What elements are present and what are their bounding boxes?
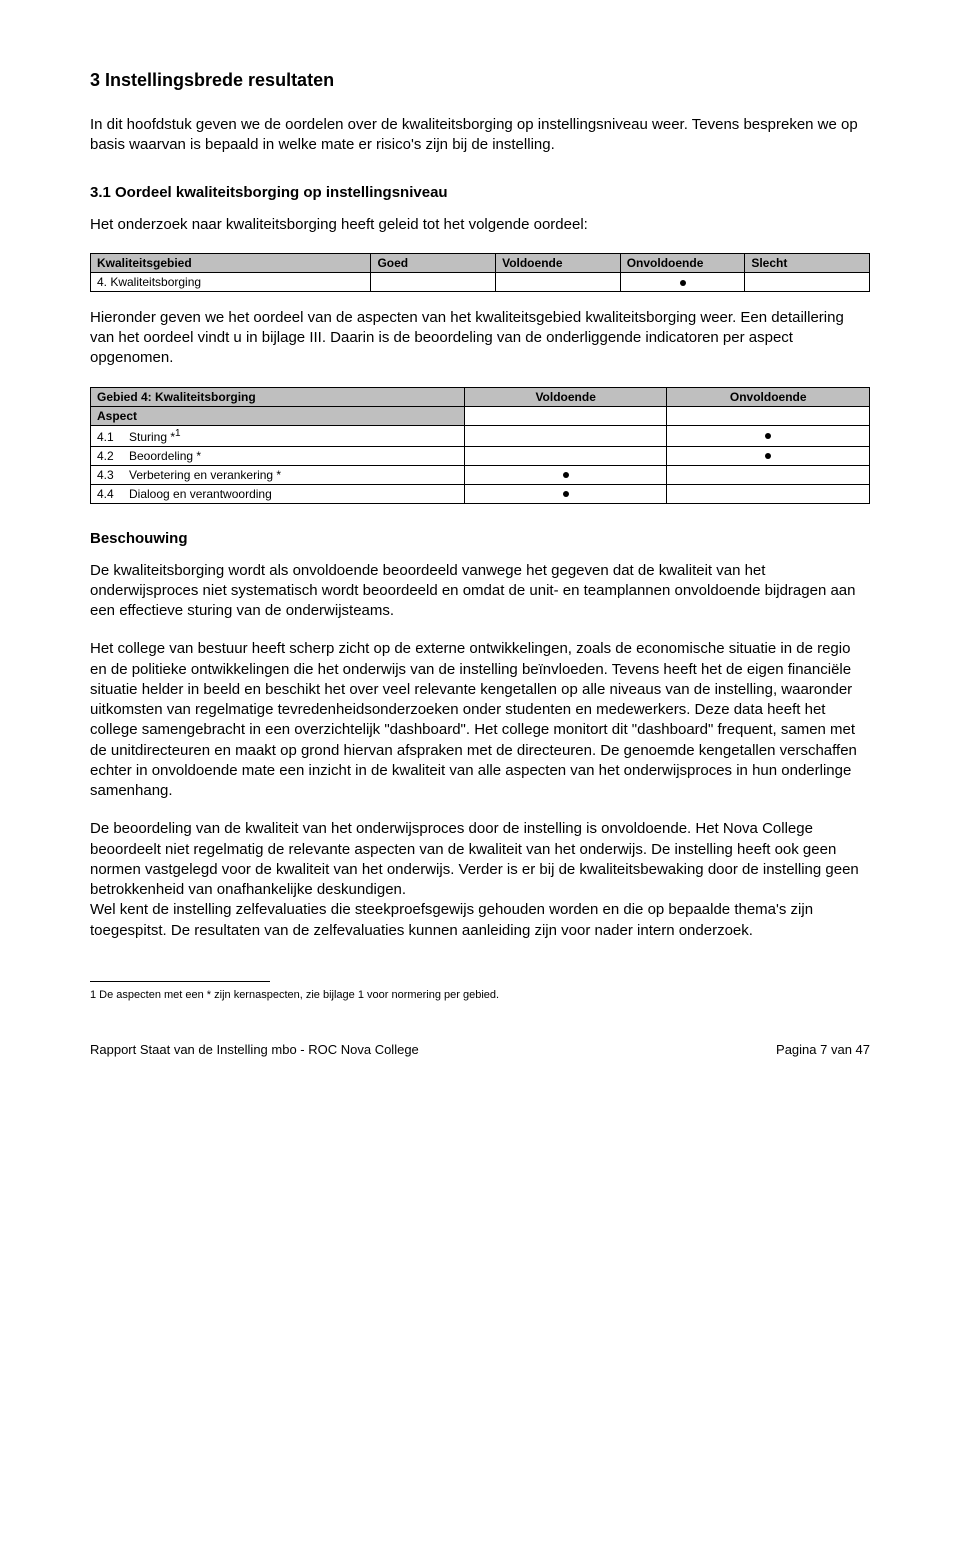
- cell: [667, 425, 870, 446]
- beschouwing-para-1: De kwaliteitsborging wordt als onvoldoen…: [90, 561, 870, 622]
- aspect-cell: 4.1Sturing *1: [91, 425, 465, 446]
- aspects-table: Gebied 4: Kwaliteitsborging Voldoende On…: [90, 387, 870, 504]
- table-header: Kwaliteitsgebied: [91, 253, 371, 272]
- table-row: 4. Kwaliteitsborging: [91, 272, 870, 291]
- cell: [667, 484, 870, 503]
- aspect-label: Beoordeling *: [129, 449, 201, 463]
- aspect-num: 4.1: [97, 430, 129, 444]
- footer-right: Pagina 7 van 47: [776, 1042, 870, 1057]
- intro-paragraph: In dit hoofdstuk geven we de oordelen ov…: [90, 115, 870, 156]
- table-header-row: Kwaliteitsgebied Goed Voldoende Onvoldoe…: [91, 253, 870, 272]
- aspect-num: 4.4: [97, 487, 129, 501]
- beschouwing-para-2: Het college van bestuur heeft scherp zic…: [90, 639, 870, 801]
- aspect-num: 4.3: [97, 468, 129, 482]
- aspect-cell: 4.3Verbetering en verankering *: [91, 465, 465, 484]
- dot-icon: [563, 491, 569, 497]
- footer-left: Rapport Staat van de Instelling mbo - RO…: [90, 1042, 419, 1057]
- aspect-num: 4.2: [97, 449, 129, 463]
- cell: [464, 465, 667, 484]
- table-row: 4.1Sturing *1: [91, 425, 870, 446]
- page-footer: Rapport Staat van de Instelling mbo - RO…: [90, 1042, 870, 1057]
- footnote-ref: 1: [175, 428, 181, 439]
- quality-area-table: Kwaliteitsgebied Goed Voldoende Onvoldoe…: [90, 253, 870, 292]
- cell: [667, 406, 870, 425]
- cell: [667, 446, 870, 465]
- hieronder-paragraph: Hieronder geven we het oordeel van de as…: [90, 308, 870, 369]
- beschouwing-para-3: De beoordeling van de kwaliteit van het …: [90, 819, 870, 941]
- aspect-label: Dialoog en verantwoording: [129, 487, 272, 501]
- cell: [667, 465, 870, 484]
- table-header: Onvoldoende: [667, 387, 870, 406]
- row-label: 4. Kwaliteitsborging: [91, 272, 371, 291]
- section-3-1-heading: 3.1 Oordeel kwaliteitsborging op instell…: [90, 184, 870, 201]
- cell: [464, 484, 667, 503]
- table-header: Gebied 4: Kwaliteitsborging: [91, 387, 465, 406]
- cell: [371, 272, 496, 291]
- table-header: Voldoende: [464, 387, 667, 406]
- table-header: Onvoldoende: [620, 253, 745, 272]
- section-3-1-intro: Het onderzoek naar kwaliteitsborging hee…: [90, 215, 870, 235]
- beschouwing-heading: Beschouwing: [90, 530, 870, 547]
- aspect-label: Aspect: [91, 406, 465, 425]
- table-header: Voldoende: [496, 253, 621, 272]
- aspect-label: Sturing *: [129, 430, 175, 444]
- dot-icon: [765, 453, 771, 459]
- aspect-label: Verbetering en verankering *: [129, 468, 281, 482]
- table-header: Slecht: [745, 253, 870, 272]
- dot-icon: [563, 472, 569, 478]
- cell: [464, 425, 667, 446]
- cell: [745, 272, 870, 291]
- table-row: 4.4Dialoog en verantwoording: [91, 484, 870, 503]
- table-header: Goed: [371, 253, 496, 272]
- page-title: 3 Instellingsbrede resultaten: [90, 70, 870, 91]
- dot-icon: [680, 280, 686, 286]
- cell: [496, 272, 621, 291]
- aspect-subheader-row: Aspect: [91, 406, 870, 425]
- aspect-cell: 4.2Beoordeling *: [91, 446, 465, 465]
- cell: [464, 446, 667, 465]
- dot-icon: [765, 433, 771, 439]
- table-row: 4.2Beoordeling *: [91, 446, 870, 465]
- table-header-row: Gebied 4: Kwaliteitsborging Voldoende On…: [91, 387, 870, 406]
- footnote-text: 1 De aspecten met een * zijn kernaspecte…: [90, 988, 870, 1002]
- table-row: 4.3Verbetering en verankering *: [91, 465, 870, 484]
- cell: [464, 406, 667, 425]
- aspect-cell: 4.4Dialoog en verantwoording: [91, 484, 465, 503]
- cell: [620, 272, 745, 291]
- footnote-separator: [90, 981, 270, 982]
